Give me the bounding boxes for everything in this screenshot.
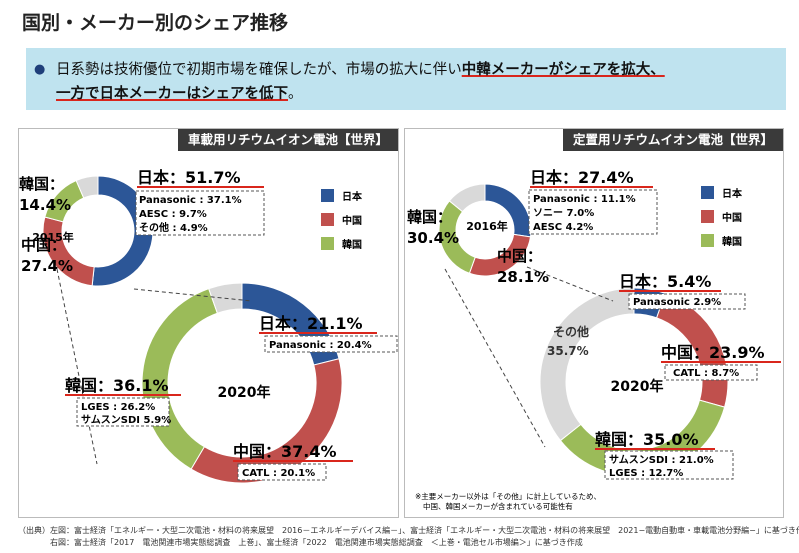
japan-share-2016: 日本：27.4% xyxy=(530,168,634,187)
legend-label-korea: 韓国 xyxy=(342,238,362,251)
china-value-2016: 28.1% xyxy=(497,268,549,286)
korea-share-2020: 韓国：36.1% xyxy=(65,376,169,395)
other-value-2020: 35.7% xyxy=(547,344,589,358)
summary-line-2: 一方で日本メーカーはシェアを低下。 xyxy=(56,82,303,103)
breakdown-item: CATL : 8.7% xyxy=(673,368,739,379)
breakdown-item: LGES : 12.7% xyxy=(609,468,683,479)
breakdown-item: サムスンSDI : 21.0% xyxy=(609,454,714,466)
breakdown-item: Panasonic 2.9% xyxy=(633,297,721,308)
slice-その他 xyxy=(75,175,99,199)
bullet-icon: ● xyxy=(34,62,46,77)
right-panel-title: 定置用リチウムイオン電池【世界】 xyxy=(562,129,783,151)
center-label-2016: 2016年 xyxy=(466,219,508,233)
summary-text: 日系勢は技術優位で初期市場を確保したが、市場の拡大に伴い xyxy=(56,62,462,78)
breakdown-box xyxy=(528,189,658,235)
left-panel: 車載用リチウムイオン電池【世界】 2015年 2020年 日本：51.7% Pa… xyxy=(18,128,399,518)
note-line: ※主要メーカー以外は「その他」に計上しているため、 xyxy=(415,491,601,501)
legend-swatch-japan xyxy=(701,186,714,199)
breakdown-item: Panasonic : 11.1% xyxy=(533,194,636,205)
breakdown-box xyxy=(628,293,746,310)
japan-share-2020: 日本：21.1% xyxy=(259,314,363,333)
china-share-2020: 中国：37.4% xyxy=(233,442,337,461)
center-label-2020: 2020年 xyxy=(611,378,664,395)
note-line: 中国、韓国メーカーが含まれている可能性有 xyxy=(423,501,573,511)
china-share-2020: 中国：23.9% xyxy=(661,343,765,362)
connector-line xyxy=(526,266,614,302)
china-value-2015: 27.4% xyxy=(21,257,73,275)
other-label-2020: その他 xyxy=(553,324,589,339)
left-panel-title: 車載用リチウムイオン電池【世界】 xyxy=(177,129,398,151)
center-label-2020: 2020年 xyxy=(218,384,271,401)
legend-label-japan: 日本 xyxy=(342,190,363,203)
breakdown-item: Panasonic : 37.1% xyxy=(139,195,242,206)
breakdown-item: AESC 4.2% xyxy=(533,222,593,233)
summary-highlight: 一方で日本メーカーはシェアを低下 xyxy=(56,86,288,102)
japan-share-2015: 日本：51.7% xyxy=(137,168,241,187)
china-label-2015: 中国： xyxy=(21,236,66,254)
legend-swatch-china xyxy=(701,210,714,223)
connector-line xyxy=(444,268,546,448)
breakdown-item: その他 : 4.9% xyxy=(139,221,208,234)
source-note: 右図：富士経済「2017 電池関連市場実態総調査 上巻」、富士経済「2022 電… xyxy=(18,538,583,547)
korea-share-2020: 韓国：35.0% xyxy=(595,430,699,449)
korea-label-2015: 韓国： xyxy=(19,175,64,193)
center-label-2015: 2015年 xyxy=(32,230,74,244)
right-panel: 定置用リチウムイオン電池【世界】 2016年 2020年 日本：27.4% Pa… xyxy=(404,128,784,518)
slice-その他 xyxy=(448,183,486,213)
breakdown-box xyxy=(604,450,734,480)
right-chart-svg: 2016年 2020年 日本：27.4% Panasonic : 11.1% ソ… xyxy=(407,168,781,511)
donut-2016-stationary xyxy=(438,183,532,277)
breakdown-box xyxy=(664,364,758,381)
legend-label-china: 中国 xyxy=(342,214,362,227)
page-title: 国別・メーカー別のシェア推移 xyxy=(22,12,289,34)
source-note: （出典）左図：富士経済「エネルギー・大型二次電池・材料の将来展望 2016－エネ… xyxy=(18,526,799,535)
breakdown-box xyxy=(135,190,265,236)
breakdown-box xyxy=(237,463,327,481)
legend-swatch-japan xyxy=(321,189,334,202)
summary-text: 。 xyxy=(288,86,303,102)
legend-swatch-korea xyxy=(321,237,334,250)
breakdown-item: サムスンSDI 5.9% xyxy=(81,414,171,426)
korea-value-2015: 14.4% xyxy=(19,196,71,214)
china-label-2016: 中国： xyxy=(497,247,542,265)
breakdown-item: AESC : 9.7% xyxy=(139,209,207,220)
legend-label-china: 中国 xyxy=(722,211,742,224)
breakdown-item: Panasonic : 20.4% xyxy=(269,340,372,351)
breakdown-box xyxy=(76,397,170,427)
left-chart-svg: 2015年 2020年 日本：51.7% Panasonic : 37.1% A… xyxy=(19,168,398,484)
breakdown-item: ソニー 7.0% xyxy=(533,208,594,219)
breakdown-item: CATL : 20.1% xyxy=(242,468,315,479)
legend-swatch-korea xyxy=(701,234,714,247)
summary-box: ● 日系勢は技術優位で初期市場を確保したが、市場の拡大に伴い中韓メーカーがシェア… xyxy=(26,48,786,110)
breakdown-item: LGES : 26.2% xyxy=(81,402,155,413)
breakdown-box xyxy=(264,335,398,353)
legend-label-korea: 韓国 xyxy=(722,235,742,248)
slice-その他 xyxy=(539,287,635,442)
summary-line-1: 日系勢は技術優位で初期市場を確保したが、市場の拡大に伴い中韓メーカーがシェアを拡… xyxy=(56,58,665,79)
korea-value-2016: 30.4% xyxy=(407,229,459,247)
summary-highlight: 中韓メーカーがシェアを拡大、 xyxy=(461,62,665,78)
connector-line xyxy=(56,268,98,465)
korea-label-2016: 韓国： xyxy=(407,208,452,226)
japan-share-2020: 日本：5.4% xyxy=(619,272,711,291)
legend-label-japan: 日本 xyxy=(722,187,743,200)
legend-swatch-china xyxy=(321,213,334,226)
connector-line xyxy=(133,288,253,302)
